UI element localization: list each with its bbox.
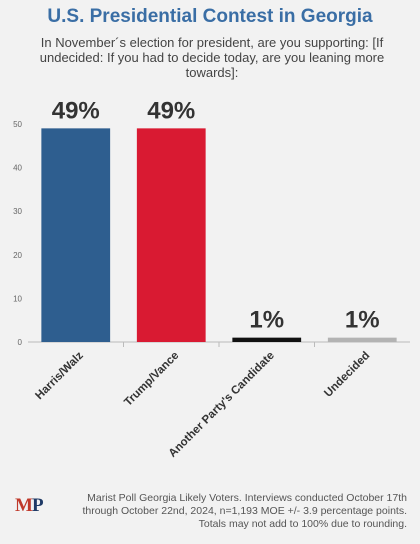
x-tick-label: Another Party's Candidate xyxy=(167,350,277,460)
y-tick-label: 0 xyxy=(18,338,23,347)
data-label: 1% xyxy=(345,307,380,334)
y-tick-label: 10 xyxy=(13,294,22,303)
data-label: 1% xyxy=(249,307,284,334)
y-tick-label: 50 xyxy=(13,120,22,129)
bar xyxy=(327,337,397,342)
bar xyxy=(136,128,206,342)
marist-poll-logo: MP xyxy=(15,495,44,517)
source-line: Marist Poll Georgia Likely Voters. Inter… xyxy=(87,492,407,504)
chart-title: U.S. Presidential Contest in Georgia xyxy=(47,6,373,27)
logo-letter-m: M xyxy=(15,495,33,516)
source-line: through October 22nd, 2024, n=1,193 MOE … xyxy=(82,505,407,517)
data-label: 49% xyxy=(147,97,195,124)
y-tick-label: 40 xyxy=(13,164,22,173)
source-note: Marist Poll Georgia Likely Voters. Inter… xyxy=(77,492,407,531)
y-tick-label: 20 xyxy=(13,251,22,260)
bar xyxy=(232,337,302,342)
y-tick-label: 30 xyxy=(13,207,22,216)
bar xyxy=(41,128,111,342)
data-label: 49% xyxy=(52,97,100,124)
source-line: Totals may not add to 100% due to roundi… xyxy=(198,518,407,530)
x-tick-label: Undecided xyxy=(322,350,372,400)
chart-subtitle: In November´s election for president, ar… xyxy=(39,35,385,80)
logo-letter-p: P xyxy=(31,495,44,516)
x-tick-label: Trump/Vance xyxy=(122,350,181,409)
x-tick-label: Harris/Walz xyxy=(33,349,86,402)
